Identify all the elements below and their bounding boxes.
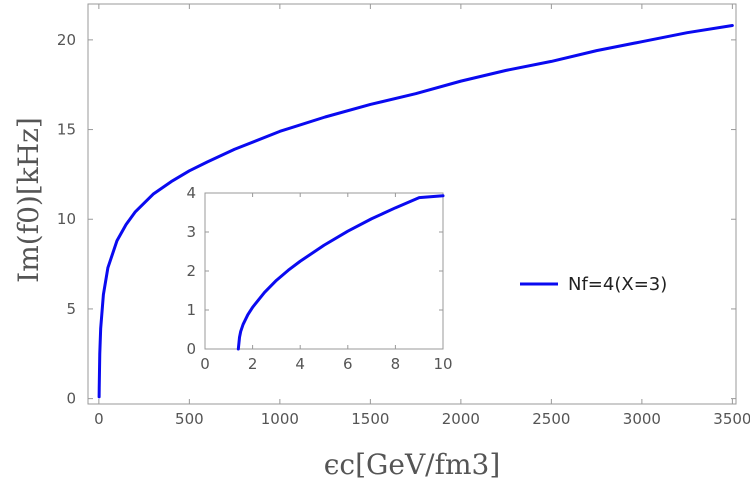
inset-x-tick-label: 2 xyxy=(248,355,258,373)
main-y-tick-label: 10 xyxy=(57,210,76,228)
main-x-tick-label: 3500 xyxy=(713,410,750,428)
inset-plot-frame xyxy=(204,192,444,350)
inset-y-tick-label: 1 xyxy=(186,301,196,319)
inset-y-tick-label: 0 xyxy=(186,340,196,358)
main-x-tick-label: 2500 xyxy=(532,410,570,428)
inset-x-tick-label: 8 xyxy=(391,355,401,373)
main-y-tick-label: 15 xyxy=(57,121,76,139)
main-x-tick-label: 3000 xyxy=(623,410,661,428)
inset-y-tick-label: 3 xyxy=(186,223,196,241)
inset-y-tick-label: 2 xyxy=(186,262,196,280)
inset-x-tick-label: 6 xyxy=(343,355,353,373)
main-y-tick-label: 0 xyxy=(66,390,76,408)
inset-series-line xyxy=(236,194,445,351)
inset-tick-labels: 0 2 4 6 8 10 0 1 2 3 4 xyxy=(186,184,452,373)
main-y-tick-label: 20 xyxy=(57,31,76,49)
inset-x-tick-label: 0 xyxy=(200,355,210,373)
main-x-tick-label: 500 xyxy=(175,410,204,428)
inset-x-tick-label: 10 xyxy=(433,355,452,373)
main-y-tick-label: 5 xyxy=(66,300,76,318)
inset-y-tick-label: 4 xyxy=(186,184,196,202)
main-ticks xyxy=(88,4,736,404)
main-x-tick-label: 2000 xyxy=(442,410,480,428)
main-x-tick-label: 0 xyxy=(94,410,104,428)
y-axis-title: Im(f0)[kHz] xyxy=(12,117,45,283)
main-series-line xyxy=(97,24,734,399)
main-x-tick-label: 1000 xyxy=(261,410,299,428)
main-plot-frame xyxy=(87,3,737,405)
legend-label: Nf=4(X=3) xyxy=(568,274,667,295)
x-axis-title: ϵc[GeV/fm3] xyxy=(324,448,501,481)
main-x-tick-label: 1500 xyxy=(351,410,389,428)
inset-ticks xyxy=(204,192,444,350)
inset-x-tick-label: 4 xyxy=(295,355,305,373)
